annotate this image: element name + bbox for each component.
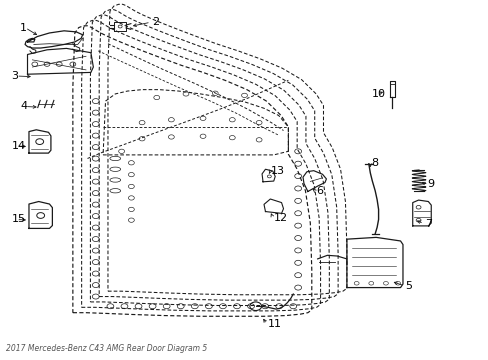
Text: 2: 2 xyxy=(152,17,159,27)
Text: 9: 9 xyxy=(427,179,434,189)
Text: 12: 12 xyxy=(273,213,287,222)
Text: 14: 14 xyxy=(11,141,25,151)
Text: 5: 5 xyxy=(405,281,411,291)
Text: 6: 6 xyxy=(316,186,323,197)
Text: 7: 7 xyxy=(424,219,431,229)
Text: 11: 11 xyxy=(267,319,281,329)
Text: 15: 15 xyxy=(11,215,25,224)
Text: 3: 3 xyxy=(11,71,19,81)
Text: 4: 4 xyxy=(20,102,27,112)
Text: 10: 10 xyxy=(371,89,386,99)
Text: 13: 13 xyxy=(271,166,285,176)
Text: 1: 1 xyxy=(20,23,27,33)
Text: 8: 8 xyxy=(370,158,378,168)
Text: 2017 Mercedes-Benz C43 AMG Rear Door Diagram 5: 2017 Mercedes-Benz C43 AMG Rear Door Dia… xyxy=(5,344,206,353)
